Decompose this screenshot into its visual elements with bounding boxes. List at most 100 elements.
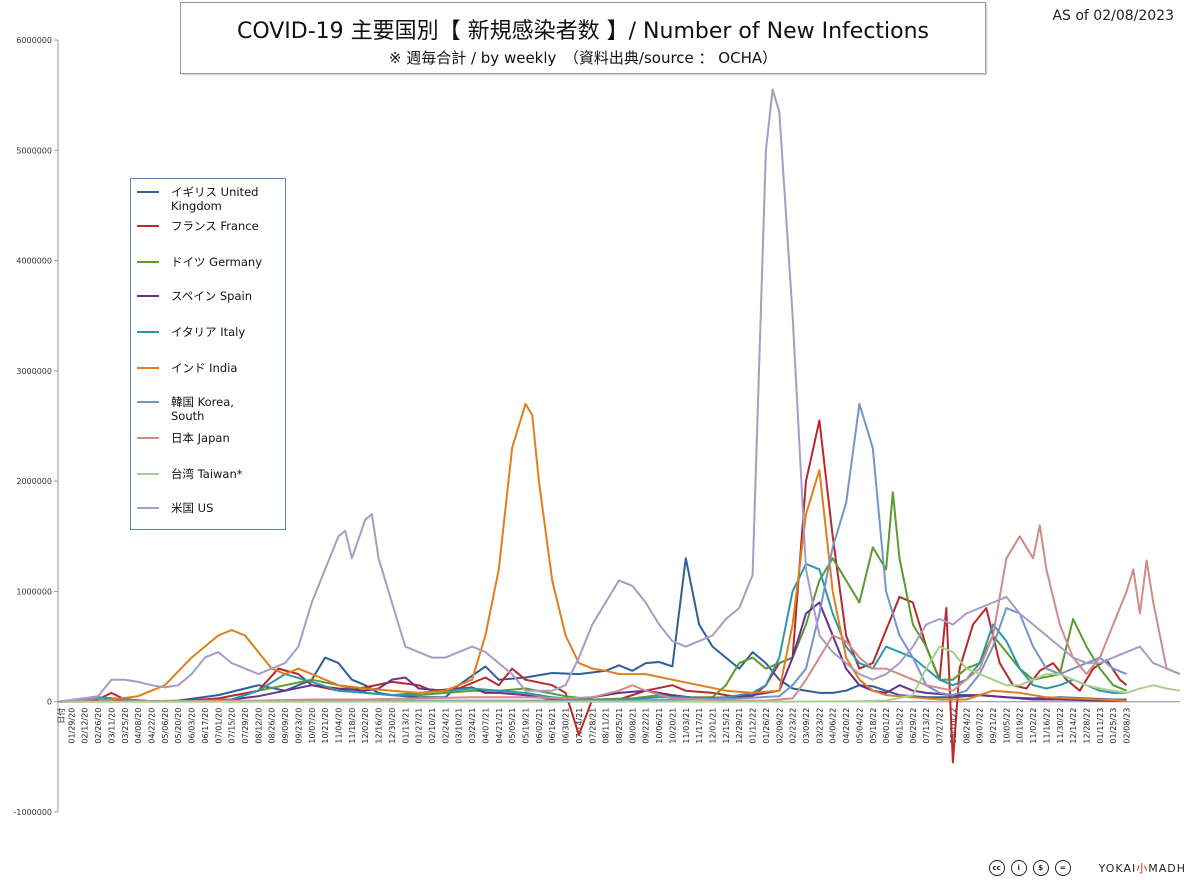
- x-tick-label: 01/27/21: [415, 708, 424, 744]
- y-tick-label: -1000000: [13, 808, 52, 817]
- author-logo: YOKAI小MADH: [1099, 860, 1186, 876]
- as-of-date: AS of 02/08/2023: [1052, 8, 1174, 24]
- chart-title: COVID-19 主要国別【 新規感染者数 】/ Number of New I…: [236, 19, 930, 44]
- x-tick-label: 05/04/22: [855, 708, 864, 744]
- x-tick-label: 03/09/22: [802, 708, 811, 744]
- legend-label: イタリア Italy: [171, 325, 285, 339]
- y-tick-label: 6000000: [16, 36, 52, 45]
- x-tick-label: 03/24/21: [468, 708, 477, 744]
- series-lines: [57, 88, 1181, 764]
- x-tick-label: 09/22/21: [642, 708, 651, 744]
- x-tick-label: 04/07/21: [481, 708, 490, 744]
- legend: イギリス United Kingdom フランス France ドイツ Germany…: [130, 178, 286, 530]
- x-tick-label: 11/17/21: [695, 708, 704, 744]
- series-line-5: [57, 402, 1127, 703]
- legend-label-line: Kingdom: [171, 199, 222, 213]
- noderivatives-icon: =: [1054, 860, 1071, 876]
- x-tick-label: 10/06/21: [655, 708, 664, 744]
- legend-label: 韓国 Korea, South: [171, 395, 285, 423]
- x-tick-label: 05/05/21: [508, 708, 517, 744]
- x-tick-label: 08/26/20: [268, 708, 277, 744]
- x-tick-label: 03/10/21: [455, 708, 464, 744]
- x-tick-label: 12/29/21: [735, 708, 744, 744]
- x-first-label: 日付: [56, 708, 66, 724]
- chart-subtitle: ※ 週毎合計 / by weekly （資料出典/source ： OCHA）: [388, 49, 778, 67]
- x-tick-label: 12/02/20: [361, 708, 370, 744]
- legend-label-line: South: [171, 409, 205, 423]
- legend-label-line: イタリア Italy: [171, 325, 246, 339]
- logo-suffix: MADH: [1148, 862, 1186, 875]
- legend-swatch: [137, 295, 159, 297]
- legend-label: 日本 Japan: [171, 431, 285, 445]
- logo-kanji: 小: [1136, 862, 1149, 875]
- x-tick-label: 02/10/21: [428, 708, 437, 744]
- x-tick-label: 06/15/22: [896, 708, 905, 744]
- legend-swatch: [137, 331, 159, 333]
- x-tick-label: 11/30/22: [1056, 708, 1065, 744]
- x-tick-label: 12/30/20: [388, 708, 397, 744]
- x-tick-label: 02/08/23: [1123, 708, 1132, 744]
- x-tick-label: 09/08/21: [628, 708, 637, 744]
- legend-swatch: [137, 401, 159, 403]
- series-line-9: [57, 88, 1181, 703]
- legend-label: インド India: [171, 361, 285, 375]
- legend-label: 米国 US: [171, 501, 285, 515]
- x-tick-label: 11/04/20: [335, 708, 344, 744]
- x-tick-label: 09/07/22: [976, 708, 985, 744]
- x-tick-label: 06/30/21: [562, 708, 571, 744]
- x-tick-label: 01/13/21: [401, 708, 410, 744]
- legend-label-line: 米国 US: [171, 501, 214, 515]
- legend-swatch: [137, 367, 159, 369]
- x-tick-label: 01/26/22: [762, 708, 771, 744]
- x-tick-label: 02/09/22: [775, 708, 784, 744]
- x-tick-label: 09/23/20: [294, 708, 303, 744]
- legend-swatch: [137, 261, 159, 263]
- legend-label: スペイン Spain: [171, 289, 285, 303]
- x-tick-label: 11/03/21: [682, 708, 691, 744]
- x-tick-label: 08/12/20: [254, 708, 263, 744]
- x-tick-label: 07/28/21: [588, 708, 597, 744]
- x-tick-label: 10/19/22: [1016, 708, 1025, 744]
- x-tick-label: 02/26/20: [94, 708, 103, 744]
- x-tick-label: 12/01/21: [709, 708, 718, 744]
- x-tick-label: 06/03/20: [188, 708, 197, 744]
- y-tick-label: 5000000: [16, 146, 52, 155]
- x-tick-label: 04/22/20: [148, 708, 157, 744]
- x-tick-label: 07/15/20: [228, 708, 237, 744]
- y-tick-label: 1000000: [16, 587, 52, 596]
- series-line-4: [57, 562, 1127, 703]
- logo-prefix: YOKAI: [1098, 862, 1137, 875]
- title-box: COVID-19 主要国別【 新規感染者数 】/ Number of New I…: [180, 2, 986, 74]
- x-tick-label: 01/12/22: [749, 708, 758, 744]
- x-tick-label: 04/08/20: [134, 708, 143, 744]
- x-tick-label: 07/13/22: [922, 708, 931, 744]
- x-tick-label: 06/29/22: [909, 708, 918, 744]
- y-tick-label: 0: [47, 698, 52, 707]
- legend-label: イギリス United Kingdom: [171, 185, 285, 213]
- x-tick-label: 01/25/23: [1109, 708, 1118, 744]
- x-tick-label: 04/06/22: [829, 708, 838, 744]
- legend-label-line: フランス France: [171, 219, 259, 233]
- legend-label: 台湾 Taiwan*: [171, 467, 285, 481]
- x-tick-label: 03/11/20: [107, 708, 116, 744]
- x-tick-label: 09/09/20: [281, 708, 290, 744]
- x-tick-label: 05/06/20: [161, 708, 170, 744]
- legend-label-line: 日本 Japan: [171, 431, 230, 445]
- attribution-icon: i: [1010, 860, 1027, 876]
- series-line-8: [58, 645, 1181, 703]
- x-tick-label: 08/24/22: [962, 708, 971, 744]
- legend-swatch: [137, 225, 159, 227]
- x-tick-label: 04/20/22: [842, 708, 851, 744]
- x-tick-label: 07/01/20: [214, 708, 223, 744]
- legend-swatch: [137, 507, 159, 509]
- legend-swatch: [137, 191, 159, 193]
- x-tick-label: 04/21/21: [495, 708, 504, 744]
- x-tick-label: 08/25/21: [615, 708, 624, 744]
- legend-label: フランス France: [171, 219, 285, 233]
- x-tick-label: 08/11/21: [602, 708, 611, 744]
- legend-label-line: ドイツ Germany: [171, 255, 263, 269]
- x-tick-label: 06/16/21: [548, 708, 557, 744]
- x-tick-label: 12/14/22: [1069, 708, 1078, 744]
- x-tick-label: 09/21/22: [989, 708, 998, 744]
